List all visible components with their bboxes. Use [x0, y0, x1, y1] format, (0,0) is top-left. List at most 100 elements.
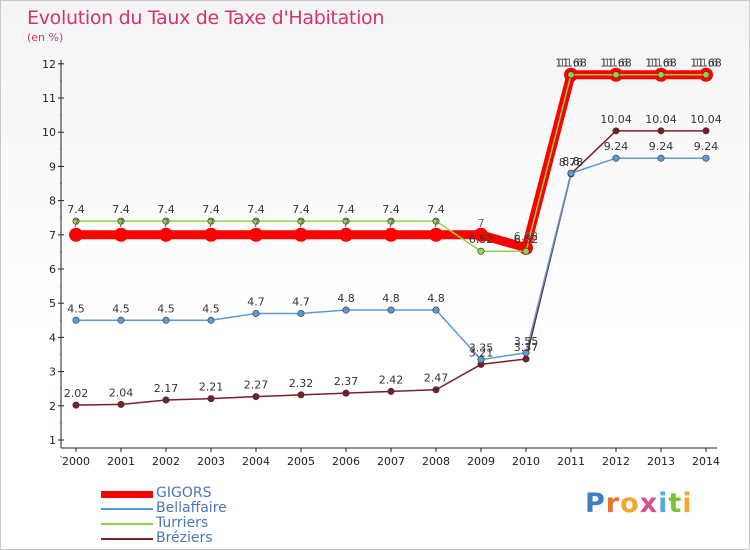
data-label: 7 — [118, 217, 125, 230]
x-tick-label: 2010 — [512, 455, 540, 468]
data-label: 2.27 — [244, 379, 269, 392]
data-point — [249, 227, 263, 242]
data-point — [432, 306, 440, 314]
data-label: 8.8 — [562, 155, 580, 168]
logo-letter: t — [668, 488, 683, 519]
data-point — [117, 217, 125, 225]
data-point — [297, 217, 305, 225]
data-point — [339, 227, 353, 242]
data-point — [387, 387, 395, 395]
series-line — [76, 157, 706, 361]
data-point — [69, 227, 83, 242]
data-label: 7.4 — [157, 203, 175, 216]
data-point — [294, 227, 308, 242]
data-point — [297, 391, 305, 399]
data-point — [162, 217, 170, 225]
data-label: 2.02 — [64, 387, 89, 400]
data-label: 4.7 — [292, 295, 310, 308]
data-label: 7.4 — [337, 203, 355, 216]
data-label: 7 — [163, 217, 170, 230]
data-label: 10.04 — [690, 113, 722, 126]
y-tick-label: 7 — [49, 229, 56, 242]
data-point — [522, 247, 530, 255]
data-label: 4.5 — [202, 302, 220, 315]
data-point — [384, 227, 398, 242]
data-point — [522, 349, 530, 357]
data-label: 3.55 — [514, 335, 539, 348]
data-point — [252, 217, 260, 225]
data-label: 3.37 — [514, 341, 539, 354]
data-point — [117, 316, 125, 324]
data-label: 7.4 — [292, 203, 310, 216]
data-label: 2.04 — [109, 386, 134, 399]
data-label: 7 — [478, 217, 485, 230]
data-point — [567, 71, 575, 79]
data-label: 4.5 — [157, 302, 175, 315]
data-point — [657, 71, 665, 79]
logo-letter: i — [658, 488, 669, 519]
logo-letter: o — [620, 488, 640, 519]
data-point — [474, 227, 488, 242]
data-label: 9.24 — [649, 140, 674, 153]
data-label: 10.04 — [600, 113, 632, 126]
data-label: 11.6 — [559, 57, 584, 70]
data-label: 11.6 — [694, 57, 719, 70]
data-label: 6.52 — [469, 233, 494, 246]
data-point — [702, 154, 710, 162]
chart-subtitle: (en %) — [27, 31, 64, 44]
legend-swatch — [101, 508, 153, 510]
data-label: 7 — [388, 217, 395, 230]
data-label: 7 — [343, 217, 350, 230]
y-tick-label: 8 — [49, 195, 56, 208]
logo-letter: x — [639, 488, 659, 519]
data-point — [342, 306, 350, 314]
data-point — [114, 227, 128, 242]
x-tick-label: 2001 — [107, 455, 135, 468]
data-point — [207, 316, 215, 324]
x-tick-label: 2003 — [197, 455, 225, 468]
data-point — [702, 71, 710, 79]
data-label: 11.6 — [649, 57, 674, 70]
data-label: 9.24 — [604, 140, 629, 153]
data-labels: 7 7 7 7 7 7 7 7 7 7 6.62 11.6 11.6 11.6 11.6 4.5 4.5 4.5 4… — [64, 57, 722, 400]
data-point — [117, 400, 125, 408]
data-point — [342, 389, 350, 397]
data-point — [612, 71, 620, 79]
y-tick-label: 1 — [49, 434, 56, 447]
data-point — [612, 127, 620, 135]
data-label: 4.8 — [337, 292, 355, 305]
data-label: 6.52 — [514, 233, 539, 246]
data-point — [387, 217, 395, 225]
data-label: 7 — [208, 217, 215, 230]
y-tick-label: 2 — [49, 400, 56, 413]
data-point — [432, 217, 440, 225]
y-tick-label: 10 — [42, 126, 56, 139]
data-point — [567, 169, 575, 177]
data-point — [387, 306, 395, 314]
y-tick-label: 3 — [49, 366, 56, 379]
data-point — [477, 356, 485, 364]
data-label: 2.42 — [379, 373, 404, 386]
data-label: 8.78 — [559, 156, 584, 169]
series-layer — [69, 67, 713, 409]
y-tick-label: 12 — [42, 58, 56, 71]
data-point — [477, 247, 485, 255]
data-label: 4.8 — [382, 292, 400, 305]
data-point — [297, 309, 305, 317]
data-label: 11.6 — [604, 57, 629, 70]
legend-swatch — [101, 538, 153, 540]
logo-letter: i — [682, 488, 693, 519]
data-label: 11.68 — [555, 57, 587, 70]
x-tick-label: 2012 — [602, 455, 630, 468]
x-tick-label: 2014 — [692, 455, 720, 468]
x-tick-label: 2002 — [152, 455, 180, 468]
data-point — [162, 396, 170, 404]
x-tick-label: 2007 — [377, 455, 405, 468]
legend-label: Bréziers — [156, 530, 213, 546]
data-point — [657, 127, 665, 135]
data-point — [252, 393, 260, 401]
data-point — [432, 386, 440, 394]
data-point — [204, 227, 218, 242]
data-point — [207, 395, 215, 403]
